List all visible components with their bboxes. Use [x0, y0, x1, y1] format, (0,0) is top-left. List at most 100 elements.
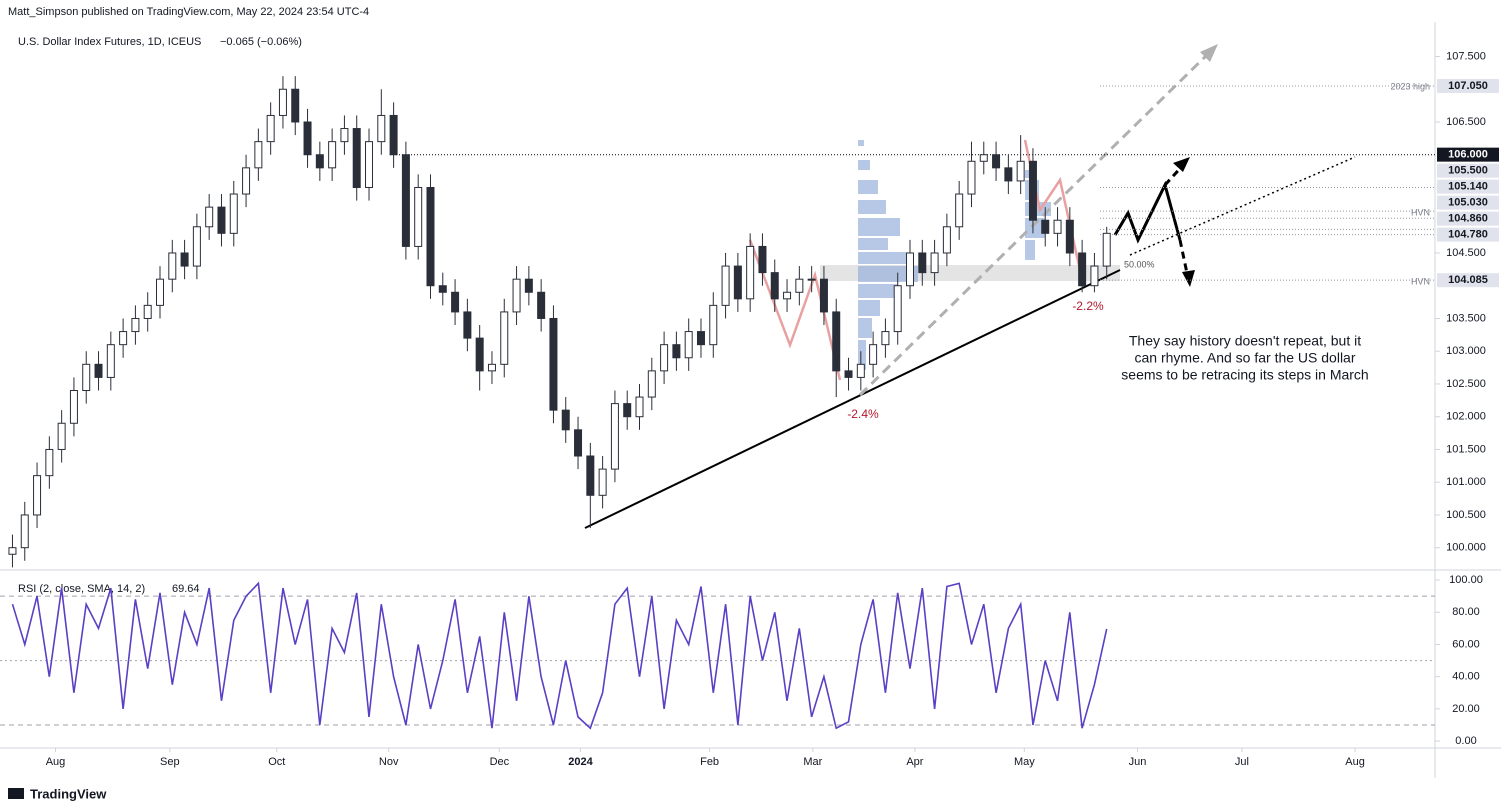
trendline [584, 269, 1121, 529]
x-tick-label: Sep [160, 756, 180, 768]
brand: TradingView [30, 786, 107, 801]
price-label-box [1437, 227, 1499, 242]
arrowhead [1200, 44, 1218, 62]
price-label-box [1437, 273, 1499, 288]
rsi-label: RSI (2, close, SMA, 14, 2) [18, 583, 145, 595]
candle-body [512, 278, 521, 313]
candle-body [979, 154, 988, 162]
y-tick-label: 101.500 [1446, 443, 1486, 455]
x-tick-label: Aug [1345, 756, 1365, 768]
candle-body [291, 88, 300, 123]
drawings [584, 44, 1356, 529]
candle-body [438, 285, 447, 293]
candle-body [119, 331, 128, 346]
price-label: 105.140 [1448, 181, 1488, 193]
x-tick-label: May [1014, 756, 1035, 768]
y-tick-label: 107.500 [1446, 50, 1486, 62]
candle-body [45, 448, 54, 477]
x-tick-label: Dec [490, 756, 510, 768]
candle-body [414, 186, 423, 247]
annotation: 2023 high [1390, 81, 1430, 91]
candle-body [94, 363, 103, 378]
candle-body [217, 206, 226, 234]
x-tick-label: Mar [803, 756, 822, 768]
candle-body [819, 278, 828, 313]
candle-body [1065, 219, 1074, 254]
publisher: Matt_Simpson published on TradingView.co… [8, 6, 369, 18]
price-label-box [1437, 195, 1499, 210]
candle-body [721, 265, 730, 306]
price-label: 106.000 [1448, 149, 1488, 161]
projection-dotted [1129, 156, 1356, 256]
candle-body [574, 429, 583, 457]
price-label: 105.030 [1448, 197, 1488, 209]
rsi-last: 69.64 [172, 583, 200, 595]
candle-body [1078, 252, 1087, 287]
x-tick-label: Jun [1129, 756, 1147, 768]
y-tick-label: 100.500 [1446, 509, 1486, 521]
y-tick-label: 103.500 [1446, 312, 1486, 324]
candle-body [906, 252, 914, 287]
note-line: can rhyme. And so far the US dollar [1135, 350, 1356, 366]
candle-body [758, 245, 767, 274]
candle-body [918, 252, 927, 274]
candle-body [205, 206, 214, 228]
candle-body [69, 390, 78, 424]
candle-body [180, 252, 189, 267]
candle-body [746, 245, 755, 300]
candle-body [352, 128, 361, 188]
candle-body [930, 252, 939, 274]
candle-body [242, 167, 251, 195]
candle-body [733, 265, 742, 300]
candle-body [869, 344, 878, 365]
candle-body [278, 88, 287, 116]
x-tick-label: Oct [268, 756, 285, 768]
candle-body [156, 278, 164, 306]
candle-body [33, 475, 42, 516]
note-line: seems to be retracing its steps in March [1121, 367, 1368, 383]
candle-body [610, 403, 619, 470]
candle-body [942, 226, 951, 254]
candle-body [1102, 232, 1111, 267]
candle-body [401, 154, 410, 247]
candle-body [1016, 160, 1025, 182]
symbol-change: −0.065 (−0.06%) [220, 36, 302, 48]
candle-body [57, 422, 66, 450]
y-tick-label: 103.000 [1446, 345, 1486, 357]
candle-body [328, 141, 337, 169]
logo [8, 788, 24, 799]
price-label: 107.050 [1448, 80, 1488, 92]
volume-profile [858, 140, 1051, 370]
x-tick-label: Apr [906, 756, 923, 768]
candle-body [524, 278, 533, 293]
candle-body [426, 186, 435, 287]
candle-body [487, 363, 496, 372]
x-tick-label: Jul [1235, 756, 1249, 768]
candle-body [647, 370, 656, 398]
candle-body [881, 331, 890, 346]
y-tick-label: 102.000 [1446, 411, 1486, 423]
candle-body [463, 311, 472, 339]
price-label-box [1437, 147, 1499, 162]
candle-body [586, 455, 595, 496]
candle-body [82, 363, 91, 392]
candle-body [106, 344, 115, 378]
rsi-tick-label: 100.00 [1449, 574, 1483, 586]
candle-body [955, 193, 964, 228]
candle-body [832, 311, 841, 372]
y-tick-label: 104.500 [1446, 247, 1486, 259]
candle-body [844, 370, 853, 378]
x-tick-label: 2024 [568, 756, 593, 768]
candle-body [365, 141, 374, 188]
candle-body [635, 396, 644, 418]
y-tick-label: 100.000 [1446, 542, 1486, 554]
price-label-box [1437, 163, 1499, 178]
candle-body [561, 409, 570, 431]
note: They say history doesn't repeat, but it … [1121, 333, 1368, 383]
note-line: They say history doesn't repeat, but it [1129, 333, 1361, 349]
candle-body [598, 468, 607, 496]
candle-body [1041, 219, 1050, 234]
zigzag-down [1178, 239, 1190, 279]
